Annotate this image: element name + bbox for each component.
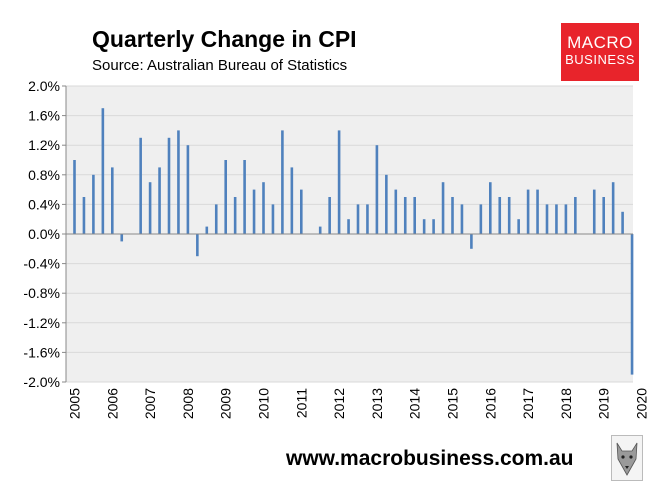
x-tick-label: 2016: [482, 388, 498, 419]
y-tick-label: -2.0%: [23, 374, 60, 390]
data-bar: [224, 160, 227, 234]
data-bar: [196, 234, 199, 257]
y-tick-label: 0.0%: [28, 226, 60, 242]
y-tick-label: 0.8%: [28, 167, 60, 183]
data-bar: [243, 160, 246, 234]
data-bar: [111, 167, 114, 234]
data-bar: [470, 234, 473, 249]
data-bar: [611, 182, 615, 234]
data-bar: [441, 182, 445, 234]
y-tick-label: 1.2%: [28, 137, 60, 153]
data-bar: [337, 130, 341, 234]
data-bar: [621, 211, 624, 234]
data-bar: [328, 197, 331, 234]
logo-line-1: MACRO: [567, 33, 633, 52]
data-bar: [167, 137, 171, 234]
data-bar: [101, 108, 105, 234]
data-bar: [602, 197, 605, 234]
x-tick-label: 2006: [104, 388, 120, 419]
data-bar: [233, 197, 237, 234]
chart-subtitle: Source: Australian Bureau of Statistics: [92, 57, 348, 74]
data-bar: [73, 160, 76, 234]
x-tick-label: 2014: [407, 388, 423, 419]
data-bar: [205, 226, 209, 234]
data-bar: [592, 189, 596, 234]
data-bar: [403, 197, 407, 234]
data-bar: [281, 130, 284, 234]
data-bar: [262, 182, 265, 234]
chart-title: Quarterly Change in CPI: [92, 26, 357, 52]
data-bar: [318, 226, 322, 234]
data-bar: [460, 204, 464, 234]
data-bar: [536, 189, 539, 234]
data-bar: [630, 234, 634, 375]
data-bar: [82, 197, 86, 234]
x-tick-label: 2018: [558, 388, 574, 419]
y-tick-label: 1.6%: [28, 108, 60, 124]
data-bar: [92, 174, 95, 234]
data-bar: [385, 174, 388, 234]
website-url[interactable]: www.macrobusiness.com.au: [286, 447, 574, 470]
data-bar: [290, 167, 294, 234]
data-bar: [356, 204, 360, 234]
data-bar: [120, 234, 124, 242]
data-bar: [300, 189, 303, 234]
data-bar: [432, 219, 435, 234]
x-tick-label: 2007: [142, 388, 158, 419]
data-bar: [507, 197, 511, 234]
data-bar: [252, 189, 256, 234]
wolf-badge-icon: [611, 435, 643, 481]
data-bar: [564, 204, 568, 234]
x-tick-label: 2008: [180, 388, 196, 419]
data-bar: [545, 204, 549, 234]
data-bar: [366, 204, 369, 234]
x-tick-label: 2020: [634, 388, 650, 419]
data-bar: [148, 182, 152, 234]
x-tick-label: 2015: [445, 388, 461, 419]
x-tick-label: 2010: [256, 388, 272, 419]
data-bar: [394, 189, 398, 234]
x-tick-label: 2005: [67, 388, 83, 419]
x-tick-label: 2017: [520, 388, 536, 419]
data-bar: [186, 145, 190, 234]
y-tick-label: 0.4%: [28, 196, 60, 212]
data-bar: [555, 204, 558, 234]
data-bar: [574, 197, 577, 234]
x-tick-label: 2009: [218, 388, 234, 419]
data-bar: [271, 204, 275, 234]
data-bar: [517, 219, 520, 234]
x-tick-label: 2011: [293, 388, 309, 418]
data-bar: [489, 182, 492, 234]
y-tick-label: -0.4%: [23, 256, 60, 272]
data-bar: [479, 204, 483, 234]
data-bar: [375, 145, 379, 234]
data-bar: [214, 204, 218, 234]
data-bar: [158, 167, 161, 234]
data-bar: [526, 189, 530, 234]
y-tick-label: 2.0%: [28, 78, 60, 94]
y-tick-label: -0.8%: [23, 285, 60, 301]
data-bar: [177, 130, 180, 234]
data-bar: [422, 219, 426, 234]
logo-line-2: BUSINESS: [565, 52, 635, 67]
data-bar: [498, 197, 502, 234]
data-bar: [451, 197, 454, 234]
x-tick-label: 2019: [596, 388, 612, 419]
data-bar: [347, 219, 350, 234]
y-tick-label: -1.2%: [23, 315, 60, 331]
y-tick-label: -1.6%: [23, 344, 60, 360]
x-tick-label: 2013: [369, 388, 385, 419]
macrobusiness-logo[interactable]: MACRO BUSINESS: [561, 23, 639, 81]
data-bar: [139, 137, 142, 234]
x-tick-label: 2012: [331, 388, 347, 419]
data-bar: [413, 197, 416, 234]
